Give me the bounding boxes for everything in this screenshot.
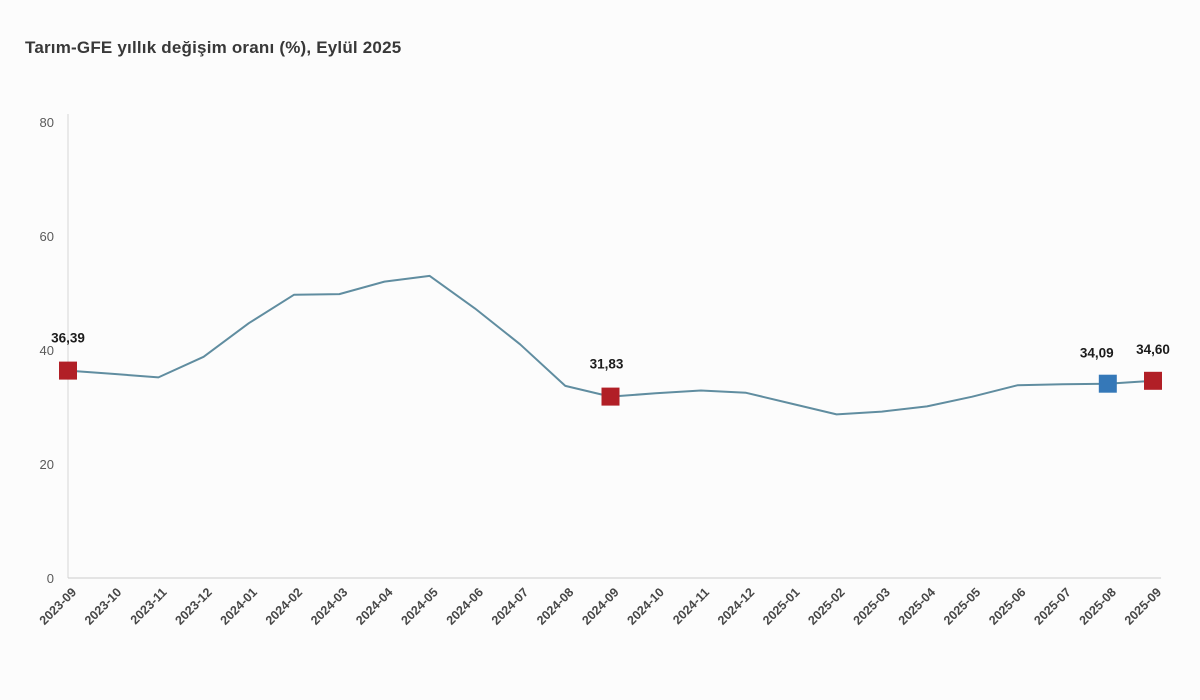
data-point-label: 36,39 xyxy=(51,331,85,346)
data-point-label: 34,60 xyxy=(1136,342,1170,357)
x-axis-tick-label: 2024-02 xyxy=(263,585,305,627)
x-axis-tick-label: 2024-08 xyxy=(534,585,576,627)
y-axis-tick-label: 20 xyxy=(40,457,54,472)
data-point-label: 34,09 xyxy=(1080,346,1114,361)
x-axis-tick-label: 2025-02 xyxy=(805,585,847,627)
y-axis-tick-label: 0 xyxy=(47,571,54,586)
x-axis-tick-label: 2024-07 xyxy=(489,585,531,627)
x-axis-tick-label: 2024-10 xyxy=(625,585,667,627)
x-axis-tick-label: 2025-01 xyxy=(760,585,802,627)
x-axis-tick-label: 2024-05 xyxy=(398,585,440,627)
x-axis-tick-label: 2024-09 xyxy=(579,585,621,627)
x-axis-tick-label: 2024-06 xyxy=(444,585,486,627)
x-axis-tick-label: 2025-03 xyxy=(851,585,893,627)
data-point-marker xyxy=(59,361,77,380)
data-point-marker xyxy=(601,387,620,406)
x-axis-tick-label: 2024-11 xyxy=(670,585,712,627)
x-axis-tick-label: 2024-01 xyxy=(218,585,260,627)
data-point-label: 31,83 xyxy=(590,357,624,372)
x-axis-tick-label: 2024-03 xyxy=(308,585,350,627)
y-axis-tick-label: 80 xyxy=(40,115,54,130)
y-axis-tick-label: 60 xyxy=(40,229,54,244)
data-point-marker xyxy=(1144,371,1162,390)
x-axis-tick-label: 2025-07 xyxy=(1031,585,1073,627)
x-axis-tick-label: 2025-04 xyxy=(896,585,938,627)
y-axis-tick-label: 40 xyxy=(40,343,54,358)
chart-title: Tarım-GFE yıllık değişim oranı (%), Eylü… xyxy=(25,38,402,57)
x-axis-tick-label: 2024-12 xyxy=(715,585,757,627)
x-axis-tick-label: 2025-06 xyxy=(986,585,1028,627)
x-axis-tick-label: 2023-10 xyxy=(82,585,124,627)
data-point-marker xyxy=(1098,374,1117,393)
x-axis-tick-label: 2025-05 xyxy=(941,585,983,627)
x-axis-tick-label: 2025-08 xyxy=(1077,585,1119,627)
x-axis-tick-label: 2024-04 xyxy=(353,585,395,627)
x-axis-tick-label: 2023-11 xyxy=(128,585,170,627)
x-axis-tick-label: 2023-09 xyxy=(37,585,79,627)
x-axis-tick-label: 2023-12 xyxy=(172,585,214,627)
x-axis-tick-label: 2025-09 xyxy=(1122,585,1164,627)
